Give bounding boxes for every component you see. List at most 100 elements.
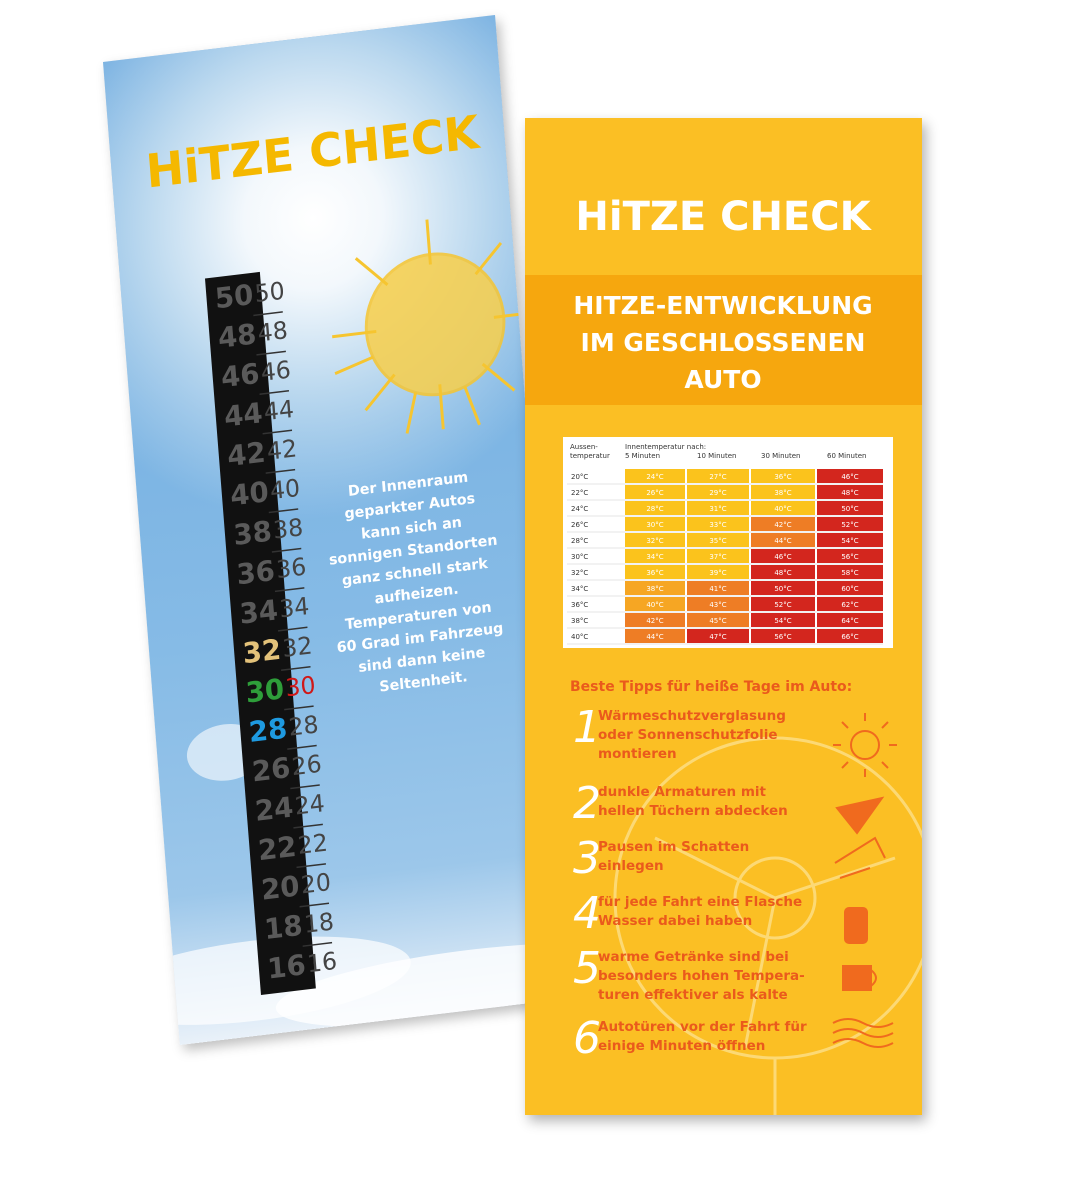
table-cell-bg [817,485,883,499]
table-cell: 62°C [841,601,858,609]
scale-line [253,311,283,317]
table-cell-bg [687,501,749,515]
table-cell-bg [817,565,883,579]
table-cell-bg [751,469,815,483]
table-cell-bg [817,469,883,483]
table-cell: 40°C [774,505,791,513]
heading-line: IM GESCHLOSSENEN [581,328,866,357]
table-cell: 42°C [774,521,791,529]
table-cell-bg [687,581,749,595]
table-cell: 41°C [709,585,726,593]
table-cell-bg [625,549,685,563]
table-header: Aussen- [570,443,598,451]
scale-number: 48 [257,316,289,348]
table-cell: 64°C [841,617,858,625]
table-cell: 40°C [646,601,663,609]
tip-text: warme Getränke sind bei [598,949,789,965]
strip-number: 32 [241,633,282,671]
info-text: aufheizen. [374,581,459,607]
table-cell-bg [687,597,749,611]
table-cell: 66°C [841,633,858,641]
scale-number: 30 [284,671,316,703]
scale-number: 34 [278,592,310,624]
strip-number: 26 [251,751,292,789]
table-cell: 32°C [571,569,588,577]
scale-number: 36 [275,552,307,584]
table-cell-bg [687,565,749,579]
tip-text: Autotüren vor der Fahrt für [598,1019,807,1035]
scale-number: 24 [294,789,326,821]
strip-number: 36 [235,554,276,592]
table-cell: 33°C [709,521,726,529]
scale-line [284,705,314,711]
table-cell: 38°C [774,489,791,497]
table-cell-bg [817,597,883,611]
tip-number: 6 [573,1013,601,1064]
table-header: 30 Minuten [761,452,800,460]
table-cell: 28°C [646,505,663,513]
table-cell: 50°C [774,585,791,593]
table-cell: 20°C [571,473,588,481]
scale-number: 32 [281,631,313,663]
tip-text: dunkle Armaturen mit [598,784,767,800]
table-cell-bg [751,597,815,611]
thermometer-card: HiTZE CHECK 50 48 46 44 42 40 38 36 34 32 30 28 26 24… [103,15,572,1046]
scale-number: 26 [291,750,323,782]
strip-number: 42 [226,435,267,473]
table-cell-bg [625,629,685,643]
table-cell-bg [817,549,883,563]
table-cell-bg [751,581,815,595]
table-cell-bg [625,597,685,611]
table-cell: 28°C [571,537,588,545]
scale-line [259,390,290,396]
table-cell-bg [625,533,685,547]
table-cell: 35°C [709,537,726,545]
table-cell: 44°C [774,537,791,545]
strip-number: 22 [257,830,298,868]
table-cell: 26°C [646,489,663,497]
table-cell: 30°C [646,521,663,529]
table-cell: 45°C [709,617,726,625]
table-cell: 22°C [571,489,588,497]
strip-number: 44 [223,396,264,434]
table-cell: 46°C [841,473,858,481]
tip-text: Wärmeschutzverglasung [598,708,786,724]
card-art: HiTZE CHECK 5048464442403836343230282624… [103,105,572,1027]
table-cell-bg [687,517,749,531]
scale-line [290,784,320,790]
table-cell-bg [751,485,815,499]
tip-text: für jede Fahrt eine Flasche [598,894,802,910]
table-cell: 31°C [709,505,726,513]
table-cell: 47°C [709,633,726,641]
table-cell-bg [687,613,749,627]
strip-number: 30 [245,672,286,710]
tip-text: besonders hohen Tempera- [598,968,805,984]
table-cell-bg [751,565,815,579]
table-cell: 56°C [841,553,858,561]
strip-number: 38 [232,514,273,552]
tips-card: HiTZE CHECK HITZE-ENTWICKLUNG IM GESCHLOS… [525,118,922,1115]
table-cell-bg [751,501,815,515]
table-cell-bg [751,549,815,563]
tip-number: 2 [573,778,601,829]
table-header: 5 Minuten [625,452,660,460]
scale-line [296,863,326,869]
strip-number: 40 [229,475,270,513]
scale-number: 42 [266,434,298,466]
table-header: temperatur [570,452,610,460]
table-cell: 38°C [646,585,663,593]
table-cell-bg [625,469,685,483]
table-cell-bg [751,517,815,531]
table-cell: 36°C [774,473,791,481]
scale-line [293,823,323,829]
tip-number: 5 [573,943,601,994]
scale-number: 44 [263,395,295,427]
scale-number: 28 [287,710,319,742]
table-cell: 38°C [571,617,588,625]
table-cell-bg [817,501,883,515]
tip-text: montieren [598,746,677,762]
table-cell-bg [817,533,883,547]
scale-line [271,547,302,553]
table-cell: 40°C [571,633,588,641]
